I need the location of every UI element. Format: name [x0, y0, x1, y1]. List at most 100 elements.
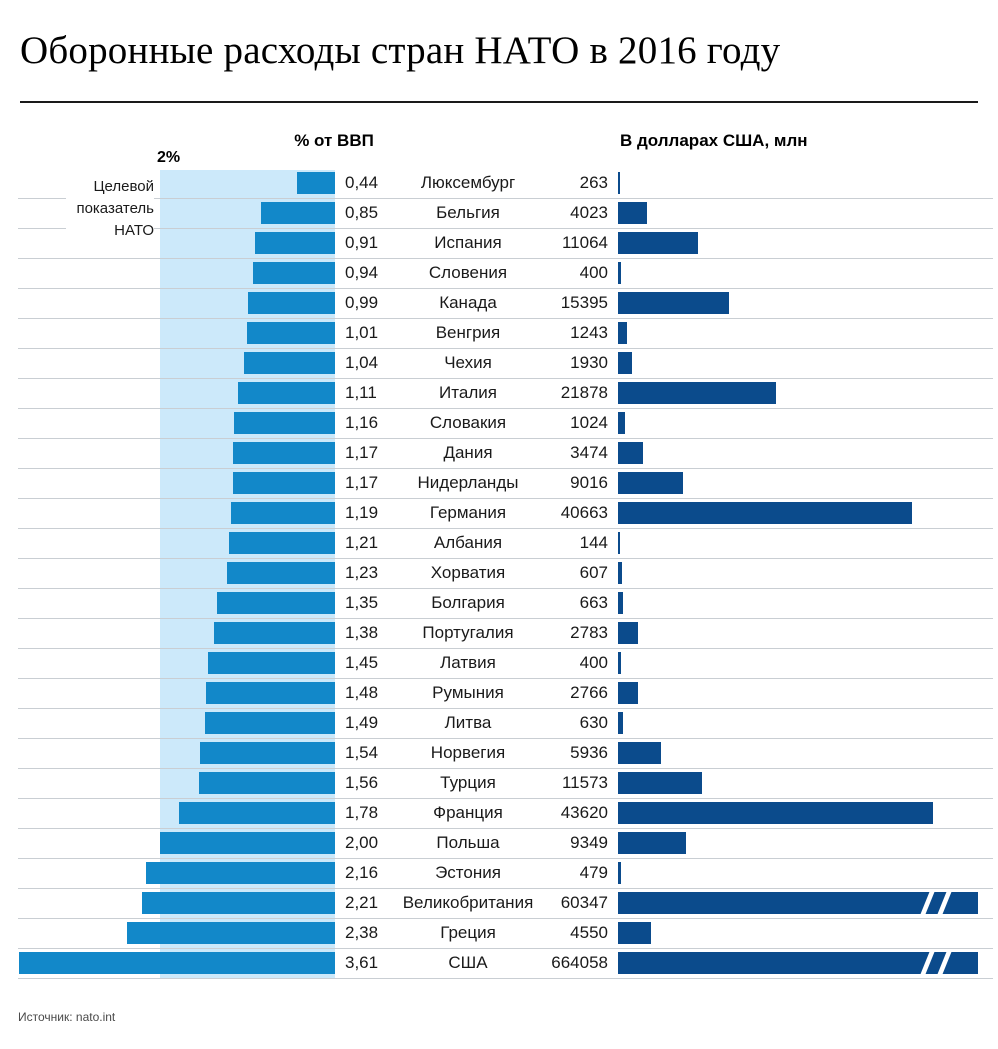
- table-row: 1,19 Германия 40663: [18, 498, 993, 529]
- usd-bar: [618, 922, 651, 944]
- usd-bar: [618, 742, 661, 764]
- gdp-percent-bar: [248, 292, 335, 314]
- gdp-percent-value: 1,54: [345, 743, 379, 762]
- table-row: 1,49 Литва 630: [18, 708, 993, 739]
- usd-value: 607: [579, 563, 608, 582]
- gdp-percent-value: 1,56: [345, 773, 379, 792]
- usd-bar: [618, 382, 776, 404]
- page-title: Оборонные расходы стран НАТО в 2016 году: [20, 29, 781, 72]
- table-row: 0,99 Канада 15395: [18, 288, 993, 319]
- axis-break-mark: [936, 892, 953, 914]
- table-row: 1,17 Дания 3474: [18, 438, 993, 469]
- table-row: 2,16 Эстония 479: [18, 858, 993, 889]
- usd-value: 15395: [560, 293, 608, 312]
- gdp-percent-value: 1,19: [345, 503, 379, 522]
- country-label: Латвия: [440, 653, 496, 672]
- usd-bar: [618, 592, 623, 614]
- country-label: Канада: [439, 293, 497, 312]
- usd-value: 4550: [570, 923, 608, 942]
- usd-value: 1930: [570, 353, 608, 372]
- gdp-percent-bar: [179, 802, 335, 824]
- usd-value: 11064: [561, 233, 608, 252]
- axis-break-mark: [919, 892, 936, 914]
- usd-bar: [618, 412, 626, 434]
- table-row: 1,54 Норвегия 5936: [18, 738, 993, 769]
- usd-value: 479: [579, 863, 608, 882]
- table-row: 1,11 Италия 21878: [18, 378, 993, 409]
- table-row: 1,21 Албания 144: [18, 528, 993, 559]
- gdp-percent-value: 3,61: [345, 953, 379, 972]
- usd-bar: [618, 772, 702, 794]
- target-percent-label: 2%: [157, 149, 181, 166]
- axis-break-mark: [919, 952, 936, 974]
- gdp-percent-bar: [229, 532, 335, 554]
- country-label: США: [448, 953, 488, 972]
- country-label: Люксембург: [420, 173, 516, 192]
- usd-value: 400: [579, 653, 608, 672]
- usd-bar: [618, 832, 686, 854]
- gdp-percent-bar: [216, 592, 335, 614]
- table-row: 2,00 Польша 9349: [18, 828, 993, 859]
- country-label: Франция: [433, 803, 503, 822]
- usd-value: 60347: [560, 893, 608, 912]
- usd-bar: [618, 322, 627, 344]
- usd-bar: [618, 802, 933, 824]
- usd-value: 21878: [560, 383, 608, 402]
- gdp-percent-value: 1,48: [345, 683, 379, 702]
- gdp-percent-value: 1,21: [345, 533, 379, 552]
- table-row: 1,23 Хорватия 607: [18, 558, 993, 589]
- nato-target-caption-line3: НАТО: [114, 222, 154, 239]
- table-row: 2,38 Греция 4550: [18, 918, 993, 949]
- country-label: Венгрия: [435, 323, 501, 342]
- gdp-percent-value: 0,99: [345, 293, 379, 312]
- table-row: 1,48 Румыния 2766: [18, 678, 993, 709]
- country-label: Турция: [440, 773, 496, 792]
- gdp-percent-bar: [146, 862, 335, 884]
- usd-bar: [618, 232, 698, 254]
- gdp-percent-bar: [126, 922, 335, 944]
- table-row: 1,16 Словакия 1024: [18, 408, 993, 439]
- gdp-percent-bar: [232, 472, 335, 494]
- country-label: Греция: [440, 923, 496, 942]
- gdp-percent-value: 1,11: [345, 383, 377, 402]
- title-divider: [20, 101, 978, 103]
- usd-value: 1024: [570, 413, 608, 432]
- gdp-percent-value: 0,85: [345, 203, 379, 222]
- gdp-percent-bar: [296, 172, 335, 194]
- table-row: 1,38 Португалия 2783: [18, 618, 993, 649]
- gdp-percent-bar: [246, 322, 335, 344]
- gdp-percent-bar: [233, 412, 335, 434]
- gdp-percent-bar: [160, 832, 335, 854]
- gdp-percent-value: 0,91: [345, 233, 379, 252]
- usd-bar: [618, 892, 978, 914]
- country-label: Нидерланды: [417, 473, 519, 492]
- usd-bar: [618, 442, 644, 464]
- usd-value: 5936: [570, 743, 608, 762]
- gdp-percent-value: 1,23: [345, 563, 379, 582]
- table-row: 2,21 Великобритания 60347: [18, 888, 993, 919]
- gdp-percent-bar: [260, 202, 335, 224]
- country-label: Испания: [434, 233, 502, 252]
- gdp-percent-bar: [19, 952, 335, 974]
- table-row: 1,17 Нидерланды 9016: [18, 468, 993, 499]
- country-label: Бельгия: [436, 203, 500, 222]
- country-label: Албания: [433, 533, 503, 552]
- gdp-percent-value: 1,38: [345, 623, 379, 642]
- gdp-percent-bar: [232, 442, 335, 464]
- usd-bar: [618, 472, 684, 494]
- table-row: 1,35 Болгария 663: [18, 588, 993, 619]
- usd-bar: [618, 652, 621, 674]
- gdp-percent-bar: [252, 262, 335, 284]
- gdp-percent-value: 2,38: [345, 923, 379, 942]
- gdp-percent-value: 1,35: [345, 593, 379, 612]
- gdp-percent-bar: [198, 772, 335, 794]
- gdp-percent-bar: [237, 382, 335, 404]
- gdp-percent-bar: [141, 892, 335, 914]
- country-label: Словения: [428, 263, 508, 282]
- right-axis-header: В долларах США, млн: [620, 131, 808, 150]
- country-label: Великобритания: [402, 893, 534, 912]
- table-row: 0,44 Люксембург 263: [18, 168, 993, 199]
- usd-bar: [618, 352, 632, 374]
- table-row: 0,85 Бельгия 4023: [18, 198, 993, 229]
